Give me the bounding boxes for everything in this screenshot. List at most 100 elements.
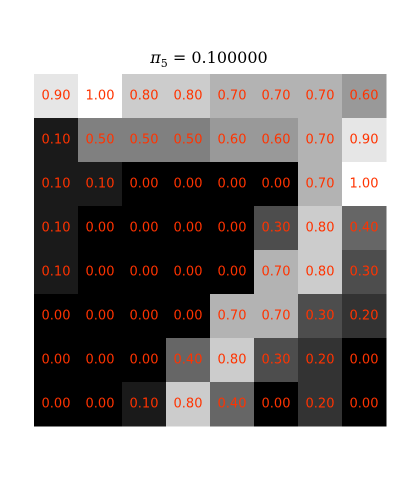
cell-label-r3-c6: 0.80 <box>306 221 335 236</box>
heatmap-cell-r3-c1 <box>78 206 123 251</box>
heatmap-cell-r5-c7 <box>342 294 387 339</box>
cell-label-r7-c4: 0.40 <box>218 397 247 412</box>
cell-label-r4-c3: 0.00 <box>174 265 203 280</box>
cell-label-r2-c4: 0.00 <box>218 177 247 192</box>
heatmap-cell-r2-c1 <box>78 162 123 207</box>
heatmap-cell-r6-c1 <box>78 338 123 383</box>
cell-label-r3-c0: 0.10 <box>42 221 71 236</box>
cell-label-r2-c6: 0.70 <box>306 177 335 192</box>
heatmap-cell-r4-c2 <box>122 250 167 295</box>
cell-label-r2-c0: 0.10 <box>42 177 71 192</box>
heatmap-cell-r0-c7 <box>342 74 387 119</box>
heatmap-cell-r1-c5 <box>254 118 299 163</box>
heatmap-cell-r1-c0 <box>34 118 79 163</box>
cell-label-r2-c5: 0.00 <box>262 177 291 192</box>
cell-label-r4-c1: 0.00 <box>86 265 115 280</box>
cell-label-r6-c3: 0.40 <box>174 353 203 368</box>
cell-label-r3-c1: 0.00 <box>86 221 115 236</box>
cell-label-r5-c3: 0.00 <box>174 309 203 324</box>
heatmap-cell-r0-c6 <box>298 74 343 119</box>
heatmap-cell-r2-c4 <box>210 162 255 207</box>
heatmap-cell-r1-c1 <box>78 118 123 163</box>
heatmap-cell-r3-c5 <box>254 206 299 251</box>
cell-label-r0-c2: 0.80 <box>130 89 159 104</box>
cell-label-r4-c7: 0.30 <box>350 265 379 280</box>
heatmap-cell-r4-c5 <box>254 250 299 295</box>
cell-label-r2-c3: 0.00 <box>174 177 203 192</box>
cell-label-r2-c2: 0.00 <box>130 177 159 192</box>
cell-label-r3-c5: 0.30 <box>262 221 291 236</box>
heatmap-cell-r7-c6 <box>298 382 343 427</box>
cell-label-r0-c4: 0.70 <box>218 89 247 104</box>
heatmap-cell-r2-c0 <box>34 162 79 207</box>
heatmap-cell-r7-c1 <box>78 382 123 427</box>
heatmap-cell-r7-c0 <box>34 382 79 427</box>
title-symbol: π <box>150 48 161 67</box>
heatmap-cell-r2-c6 <box>298 162 343 207</box>
cell-label-r6-c7: 0.00 <box>350 353 379 368</box>
heatmap-cell-r1-c6 <box>298 118 343 163</box>
heatmap-cell-r7-c5 <box>254 382 299 427</box>
cell-label-r0-c6: 0.70 <box>306 89 335 104</box>
cell-label-r5-c2: 0.00 <box>130 309 159 324</box>
heatmap-cell-r2-c3 <box>166 162 211 207</box>
cell-label-r5-c0: 0.00 <box>42 309 71 324</box>
heatmap-cell-r3-c2 <box>122 206 167 251</box>
cell-label-r5-c7: 0.20 <box>350 309 379 324</box>
heatmap-cell-r5-c0 <box>34 294 79 339</box>
heatmap-cell-r1-c3 <box>166 118 211 163</box>
heatmap-cell-r3-c3 <box>166 206 211 251</box>
heatmap-cell-r7-c3 <box>166 382 211 427</box>
cell-label-r5-c5: 0.70 <box>262 309 291 324</box>
heatmap-cell-r6-c7 <box>342 338 387 383</box>
heatmap-cell-r5-c3 <box>166 294 211 339</box>
cell-label-r0-c0: 0.90 <box>42 89 71 104</box>
title-value: 0.100000 <box>191 48 268 67</box>
heatmap-cell-r2-c5 <box>254 162 299 207</box>
cell-label-r6-c4: 0.80 <box>218 353 247 368</box>
heatmap-cell-r1-c7 <box>342 118 387 163</box>
heatmap-cell-r6-c2 <box>122 338 167 383</box>
cell-label-r6-c2: 0.00 <box>130 353 159 368</box>
cell-label-r1-c5: 0.60 <box>262 133 291 148</box>
cell-label-r7-c7: 0.00 <box>350 397 379 412</box>
heatmap-cell-r7-c7 <box>342 382 387 427</box>
heatmap-cell-r7-c2 <box>122 382 167 427</box>
heatmap-cell-r6-c0 <box>34 338 79 383</box>
heatmap-cell-r5-c1 <box>78 294 123 339</box>
heatmap-cell-r1-c2 <box>122 118 167 163</box>
heatmap-cell-r6-c5 <box>254 338 299 383</box>
cell-label-r4-c6: 0.80 <box>306 265 335 280</box>
cell-label-r6-c1: 0.00 <box>86 353 115 368</box>
heatmap-cell-r0-c1 <box>78 74 123 119</box>
cell-label-r1-c7: 0.90 <box>350 133 379 148</box>
cell-label-r7-c1: 0.00 <box>86 397 115 412</box>
cell-label-r5-c1: 0.00 <box>86 309 115 324</box>
heatmap-cell-r5-c6 <box>298 294 343 339</box>
cell-label-r4-c0: 0.10 <box>42 265 71 280</box>
cell-label-r6-c5: 0.30 <box>262 353 291 368</box>
cell-label-r1-c1: 0.50 <box>86 133 115 148</box>
cell-label-r4-c4: 0.00 <box>218 265 247 280</box>
chart-title: π5 = 0.100000 <box>0 48 400 70</box>
heatmap-cell-r4-c1 <box>78 250 123 295</box>
heatmap-cell-r2-c7 <box>342 162 387 207</box>
title-equals: = <box>167 48 192 67</box>
cell-label-r3-c7: 0.40 <box>350 221 379 236</box>
heatmap-cell-r3-c7 <box>342 206 387 251</box>
cell-label-r3-c2: 0.00 <box>130 221 159 236</box>
cell-label-r5-c4: 0.70 <box>218 309 247 324</box>
cell-label-r4-c2: 0.00 <box>130 265 159 280</box>
cell-label-r7-c0: 0.00 <box>42 397 71 412</box>
heatmap-cell-r4-c3 <box>166 250 211 295</box>
cell-label-r1-c6: 0.70 <box>306 133 335 148</box>
cell-label-r4-c5: 0.70 <box>262 265 291 280</box>
cell-label-r2-c1: 0.10 <box>86 177 115 192</box>
cell-label-r1-c3: 0.50 <box>174 133 203 148</box>
heatmap-cell-r3-c4 <box>210 206 255 251</box>
cell-label-r0-c5: 0.70 <box>262 89 291 104</box>
cell-label-r2-c7: 1.00 <box>350 177 379 192</box>
cell-label-r3-c3: 0.00 <box>174 221 203 236</box>
heatmap-cell-r5-c4 <box>210 294 255 339</box>
